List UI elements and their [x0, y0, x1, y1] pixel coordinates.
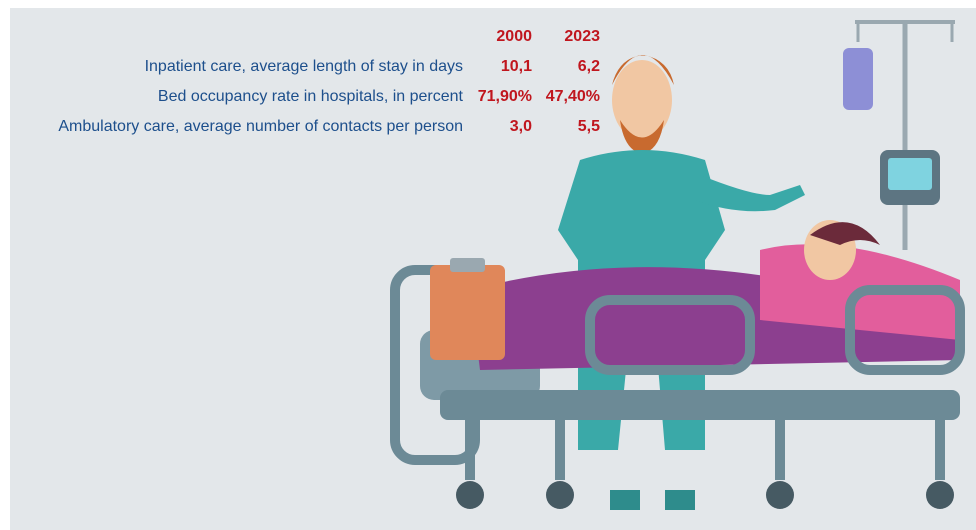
row-label: Ambulatory care, average number of conta…: [58, 118, 463, 135]
row-label: Inpatient care, average length of stay i…: [145, 58, 463, 75]
cell-value: 5,5: [578, 118, 600, 135]
column-header: 2023: [564, 28, 600, 45]
cell-value: 71,90%: [478, 88, 532, 105]
cell-value: 6,2: [578, 58, 600, 75]
column-header: 2000: [496, 28, 532, 45]
row-label: Bed occupancy rate in hospitals, in perc…: [158, 88, 464, 105]
cell-value: 10,1: [501, 58, 532, 75]
data-table: 2000 2023 Inpatient care, average length o…: [58, 28, 600, 135]
cell-value: 47,40%: [546, 88, 600, 105]
cell-value: 3,0: [510, 118, 532, 135]
illustration: [390, 20, 965, 510]
